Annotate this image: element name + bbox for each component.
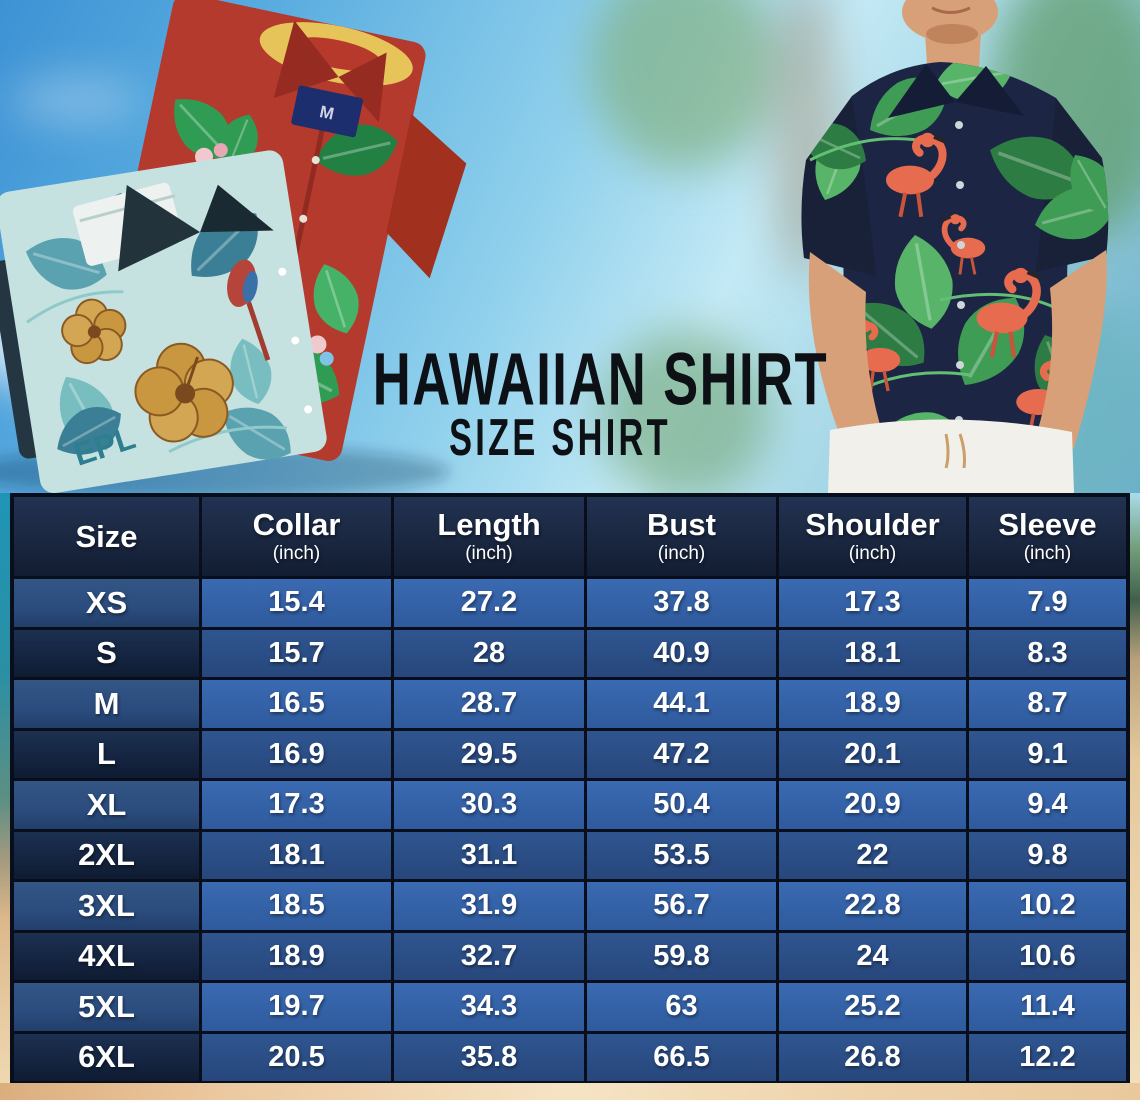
size-cell-l: L bbox=[14, 730, 199, 778]
value-cell: 22 bbox=[779, 831, 966, 879]
size-cell-m: M bbox=[14, 680, 199, 728]
header-cell-shoulder: Shoulder (inch) bbox=[779, 497, 966, 576]
size-cell-xs: XS bbox=[14, 579, 199, 627]
palm-blob bbox=[590, 0, 780, 170]
value-cell: 20.9 bbox=[779, 781, 966, 829]
value-cell: 63 bbox=[587, 983, 776, 1031]
column-unit: (inch) bbox=[272, 543, 321, 564]
header-cell-sleeve: Sleeve (inch) bbox=[969, 497, 1126, 576]
column-label: Size bbox=[75, 518, 138, 554]
value-cell: 10.6 bbox=[969, 932, 1126, 980]
sand-strip bbox=[0, 1083, 1140, 1100]
size-cell-4xl: 4XL bbox=[14, 932, 199, 980]
column-label: Bust bbox=[647, 507, 716, 542]
value-cell: 37.8 bbox=[587, 579, 776, 627]
column-unit: (inch) bbox=[465, 543, 513, 564]
column-label: Sleeve bbox=[998, 507, 1097, 542]
value-cell: 17.3 bbox=[202, 781, 391, 829]
value-cell: 28 bbox=[394, 629, 584, 677]
value-cell: 12.2 bbox=[969, 1033, 1126, 1081]
page-subtitle: SIZE SHIRT bbox=[449, 409, 671, 467]
value-cell: 19.7 bbox=[202, 983, 391, 1031]
teal-shirt: EPL bbox=[0, 150, 327, 493]
value-cell: 8.7 bbox=[969, 680, 1126, 728]
value-cell: 18.9 bbox=[202, 932, 391, 980]
value-cell: 17.3 bbox=[779, 579, 966, 627]
column-unit: (inch) bbox=[657, 543, 706, 564]
value-cell: 20.1 bbox=[779, 730, 966, 778]
value-cell: 16.9 bbox=[202, 730, 391, 778]
folded-shirts-photo: M bbox=[0, 0, 467, 493]
column-unit: (inch) bbox=[1023, 543, 1072, 564]
header-cell-length: Length (inch) bbox=[394, 497, 584, 576]
size-cell-xl: XL bbox=[14, 781, 199, 829]
column-label: Collar bbox=[252, 507, 341, 542]
header-cell-collar: Collar (inch) bbox=[202, 497, 391, 576]
value-cell: 56.7 bbox=[587, 882, 776, 930]
beach-margin-left bbox=[0, 493, 10, 1085]
value-cell: 31.1 bbox=[394, 831, 584, 879]
value-cell: 24 bbox=[779, 932, 966, 980]
value-cell: 30.3 bbox=[394, 781, 584, 829]
value-cell: 44.1 bbox=[587, 680, 776, 728]
value-cell: 28.7 bbox=[394, 680, 584, 728]
value-cell: 15.4 bbox=[202, 579, 391, 627]
header-cell-size: Size bbox=[14, 497, 199, 576]
value-cell: 47.2 bbox=[587, 730, 776, 778]
value-cell: 9.1 bbox=[969, 730, 1126, 778]
value-cell: 50.4 bbox=[587, 781, 776, 829]
value-cell: 32.7 bbox=[394, 932, 584, 980]
value-cell: 40.9 bbox=[587, 629, 776, 677]
value-cell: 9.4 bbox=[969, 781, 1126, 829]
value-cell: 29.5 bbox=[394, 730, 584, 778]
value-cell: 27.2 bbox=[394, 579, 584, 627]
value-cell: 11.4 bbox=[969, 983, 1126, 1031]
headline-block: HAWAIIAN SHIRT SIZE SHIRT bbox=[300, 338, 829, 467]
value-cell: 18.5 bbox=[202, 882, 391, 930]
value-cell: 66.5 bbox=[587, 1033, 776, 1081]
page-title: HAWAIIAN SHIRT bbox=[372, 338, 829, 421]
header-cell-bust: Bust (inch) bbox=[587, 497, 776, 576]
value-cell: 22.8 bbox=[779, 882, 966, 930]
value-cell: 20.5 bbox=[202, 1033, 391, 1081]
size-cell-2xl: 2XL bbox=[14, 831, 199, 879]
size-table: Size Collar (inch) Length (inch) Bust (inch) Sh… bbox=[10, 493, 1130, 1085]
size-cell-3xl: 3XL bbox=[14, 882, 199, 930]
value-cell: 59.8 bbox=[587, 932, 776, 980]
value-cell: 8.3 bbox=[969, 629, 1126, 677]
column-label: Shoulder bbox=[805, 507, 940, 542]
value-cell: 18.1 bbox=[202, 831, 391, 879]
value-cell: 18.1 bbox=[779, 629, 966, 677]
value-cell: 25.2 bbox=[779, 983, 966, 1031]
value-cell: 31.9 bbox=[394, 882, 584, 930]
palm-blob bbox=[600, 330, 770, 500]
cloud-blob bbox=[10, 80, 140, 120]
size-cell-5xl: 5XL bbox=[14, 983, 199, 1031]
size-cell-6xl: 6XL bbox=[14, 1033, 199, 1081]
value-cell: 10.2 bbox=[969, 882, 1126, 930]
beach-margin-right bbox=[1130, 493, 1140, 1085]
value-cell: 26.8 bbox=[779, 1033, 966, 1081]
model-photo bbox=[801, 0, 1109, 493]
column-unit: (inch) bbox=[848, 543, 897, 564]
value-cell: 9.8 bbox=[969, 831, 1126, 879]
column-label: Length bbox=[437, 507, 541, 542]
red-shirt-size-tag: M bbox=[318, 102, 336, 124]
value-cell: 15.7 bbox=[202, 629, 391, 677]
size-cell-s: S bbox=[14, 629, 199, 677]
value-cell: 16.5 bbox=[202, 680, 391, 728]
value-cell: 35.8 bbox=[394, 1033, 584, 1081]
value-cell: 18.9 bbox=[779, 680, 966, 728]
value-cell: 7.9 bbox=[969, 579, 1126, 627]
value-cell: 53.5 bbox=[587, 831, 776, 879]
value-cell: 34.3 bbox=[394, 983, 584, 1031]
